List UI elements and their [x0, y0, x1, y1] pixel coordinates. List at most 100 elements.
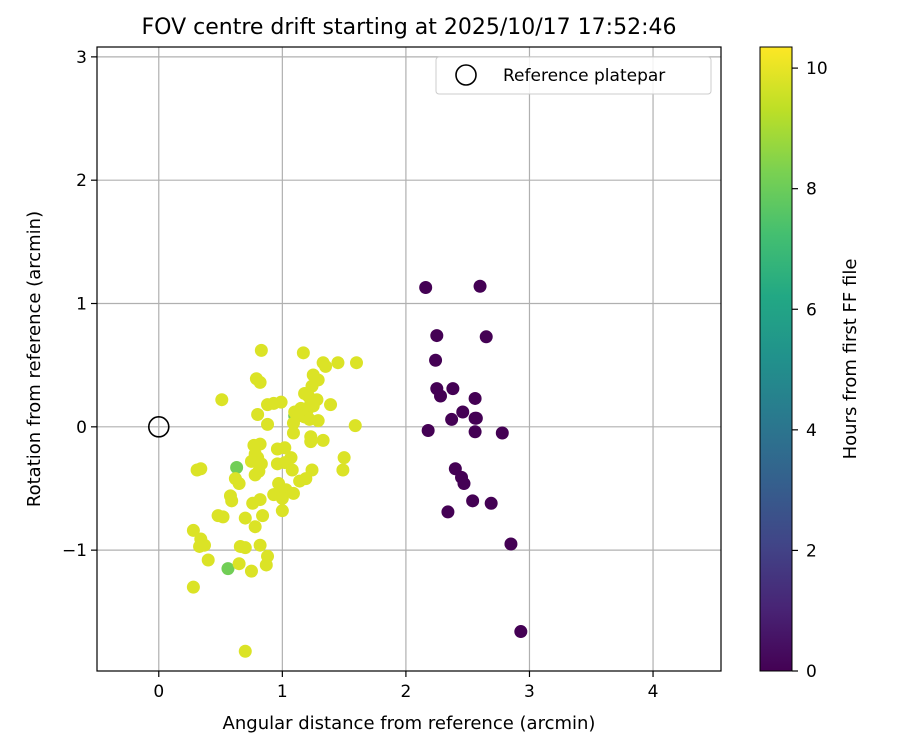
y-axis-label: Rotation from reference (arcmin) — [24, 211, 45, 507]
data-point — [504, 537, 518, 551]
data-point — [248, 468, 262, 482]
data-point — [261, 417, 275, 431]
data-point — [244, 564, 258, 578]
data-point — [299, 472, 313, 486]
data-point — [225, 494, 239, 508]
data-point — [419, 280, 433, 294]
data-point — [473, 279, 487, 293]
data-point — [466, 494, 480, 508]
colorbar-tick-label: 6 — [806, 300, 817, 320]
data-point — [441, 505, 455, 519]
data-point — [456, 405, 470, 419]
data-point — [484, 496, 498, 510]
x-tick-label: 1 — [277, 682, 288, 702]
data-point — [238, 541, 252, 555]
data-point — [296, 346, 310, 360]
data-point — [468, 391, 482, 405]
x-tick-label: 0 — [153, 682, 164, 702]
chart-title: FOV centre drift starting at 2025/10/17 … — [142, 15, 677, 40]
data-point — [190, 463, 204, 477]
plot-area-frame — [96, 46, 722, 672]
data-point — [434, 389, 448, 403]
data-point — [275, 491, 289, 505]
data-point — [278, 441, 292, 455]
x-axis-label: Angular distance from reference (arcmin) — [223, 713, 596, 734]
data-point — [319, 359, 333, 373]
data-point — [514, 625, 528, 639]
y-tick-label: 3 — [76, 48, 87, 68]
colorbar-gradient — [759, 46, 793, 672]
data-point — [244, 454, 258, 468]
data-point — [479, 330, 493, 344]
colorbar-tick-label: 4 — [806, 421, 817, 441]
data-point — [337, 451, 351, 465]
data-point — [306, 399, 320, 413]
data-point — [253, 437, 267, 451]
data-point — [251, 407, 265, 421]
data-point — [186, 523, 200, 537]
data-point — [232, 557, 246, 571]
colorbar-label: Hours from first FF file — [840, 259, 861, 460]
data-point — [495, 426, 509, 440]
data-point — [331, 356, 345, 370]
data-point — [254, 343, 268, 357]
colorbar-ticks: 0 2 4 6 8 10 — [792, 59, 828, 682]
legend-box — [435, 56, 712, 95]
data-point — [324, 398, 338, 412]
data-point — [216, 510, 230, 524]
data-point — [468, 425, 482, 439]
data-point — [193, 539, 207, 553]
data-point — [253, 375, 267, 389]
y-tick-label: 2 — [76, 171, 87, 191]
data-point — [246, 496, 260, 510]
data-point — [186, 580, 200, 594]
y-tick-label: −1 — [62, 541, 87, 561]
data-point — [238, 644, 252, 658]
data-point — [446, 382, 460, 396]
data-point — [421, 424, 435, 438]
data-point — [457, 477, 471, 491]
data-point — [275, 504, 289, 518]
data-point — [305, 379, 319, 393]
colorbar-tick-label: 10 — [806, 59, 828, 79]
data-point — [232, 477, 246, 491]
legend-label-reference: Reference platepar — [503, 66, 665, 86]
reference-platepar-marker — [147, 416, 170, 438]
y-tick-label: 1 — [76, 295, 87, 315]
data-point — [286, 486, 300, 500]
legend-marker-reference — [455, 64, 477, 86]
data-point — [201, 553, 215, 567]
data-point — [285, 463, 299, 477]
data-point — [215, 393, 229, 407]
colorbar-tick-label: 8 — [806, 180, 817, 200]
data-point — [230, 461, 244, 475]
x-tick-label: 2 — [400, 682, 411, 702]
data-point — [336, 463, 350, 477]
data-point — [259, 558, 273, 572]
data-point — [311, 414, 325, 428]
y-tick-label: 0 — [76, 418, 87, 438]
legend: Reference platepar — [435, 56, 712, 95]
data-point — [253, 538, 267, 552]
data-point — [429, 353, 443, 367]
grid-lines — [97, 47, 721, 671]
data-point — [430, 329, 444, 343]
data-point — [469, 411, 483, 425]
data-point — [274, 395, 288, 409]
data-point — [221, 562, 235, 576]
x-tick-label: 3 — [524, 682, 535, 702]
data-point — [445, 412, 459, 426]
data-point — [349, 356, 363, 370]
data-point — [286, 426, 300, 440]
data-point — [248, 520, 262, 534]
data-point — [304, 435, 318, 449]
axis-ticks: 0 1 2 3 4 −1 0 1 2 3 — [62, 48, 659, 702]
data-point — [238, 511, 252, 525]
data-point — [286, 416, 300, 430]
colorbar-tick-label: 0 — [806, 662, 817, 682]
data-point — [316, 433, 330, 447]
data-point — [256, 509, 270, 523]
colorbar: 0 2 4 6 8 10 Hours from first FF file — [759, 46, 861, 682]
colorbar-tick-label: 2 — [806, 541, 817, 561]
